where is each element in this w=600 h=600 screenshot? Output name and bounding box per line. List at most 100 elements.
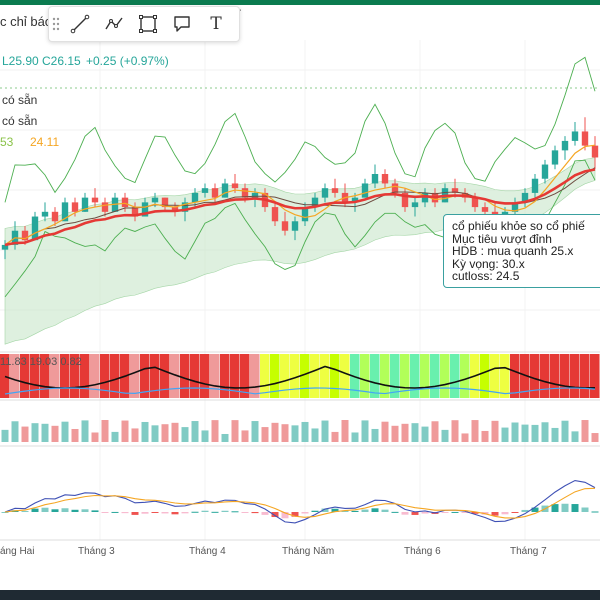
volume-bar bbox=[1, 429, 9, 442]
volume-bar bbox=[161, 424, 169, 442]
indicator-bar bbox=[20, 354, 30, 398]
indicator-bar bbox=[260, 354, 270, 398]
indicator-bar bbox=[500, 354, 510, 398]
macd-histogram-bar bbox=[591, 511, 599, 513]
candle bbox=[31, 211, 39, 241]
volume-bar bbox=[111, 431, 119, 442]
volume-bar bbox=[251, 421, 259, 442]
rectangle-tool-button[interactable] bbox=[131, 7, 165, 41]
xaxis-label-feb: áng Hai bbox=[0, 546, 35, 557]
candle-body bbox=[251, 192, 259, 198]
upper-band-line bbox=[4, 56, 596, 203]
note-line-3: HDB : mua quanh 25.x bbox=[452, 244, 574, 258]
candle bbox=[551, 145, 559, 170]
volume-bar bbox=[351, 432, 359, 442]
macd-histogram-bar bbox=[331, 508, 339, 512]
indicator-bar bbox=[390, 354, 400, 398]
indicator-bar bbox=[510, 354, 520, 398]
volume-bar bbox=[131, 428, 139, 442]
candle-body bbox=[521, 192, 529, 203]
candle bbox=[581, 117, 589, 151]
candle-body bbox=[281, 221, 289, 231]
legend-row-3-value-a: 53 bbox=[0, 135, 14, 149]
candle-body bbox=[101, 202, 109, 212]
candle-body bbox=[31, 216, 39, 241]
candle bbox=[521, 188, 529, 208]
legend-row-1[interactable]: có sẵn bbox=[2, 93, 38, 107]
macd-histogram-bar bbox=[571, 504, 579, 512]
indicator-panel bbox=[0, 354, 600, 398]
volume-bar bbox=[501, 427, 509, 442]
macd-histogram-bar bbox=[491, 512, 499, 516]
text-tool-icon: T bbox=[210, 14, 222, 34]
candle-body bbox=[301, 207, 309, 222]
candle-body bbox=[271, 207, 279, 222]
indicator-values-label: 11.83 19.03 0.82 bbox=[0, 356, 82, 368]
legend-row-3-value-b: 24.11 bbox=[30, 135, 60, 149]
indicator-bar bbox=[530, 354, 540, 398]
macd-histogram-bar bbox=[241, 512, 249, 513]
note-line-4: Kỳ vọng: 30.x bbox=[452, 256, 525, 271]
indicator-bar bbox=[150, 354, 160, 398]
volume-bar bbox=[411, 423, 419, 442]
macd-histogram-bar bbox=[41, 507, 49, 512]
volume-bar bbox=[491, 420, 499, 442]
volume-bar bbox=[81, 420, 89, 442]
macd-histogram-bar bbox=[511, 512, 519, 513]
macd-histogram-bar bbox=[421, 512, 429, 514]
macd-histogram-bar bbox=[261, 512, 269, 515]
indicator-bar bbox=[360, 354, 370, 398]
macd-histogram-bar bbox=[371, 508, 379, 512]
indicator-bar bbox=[430, 354, 440, 398]
indicator-bar bbox=[180, 354, 190, 398]
volume-bar bbox=[571, 431, 579, 442]
candle bbox=[531, 174, 539, 198]
indicator-bar bbox=[240, 354, 250, 398]
note-line-1: cổ phiếu khỏe so cổ phiế bbox=[452, 219, 585, 233]
candle-body bbox=[581, 131, 589, 146]
candle bbox=[561, 136, 569, 160]
indicator-bar bbox=[420, 354, 430, 398]
indicator-menu-label[interactable]: c chỉ báo bbox=[0, 14, 53, 29]
macd-histogram-bar bbox=[131, 512, 139, 515]
indicator-bar bbox=[590, 354, 600, 398]
indicator-bar bbox=[330, 354, 340, 398]
trend-line-tool-button[interactable] bbox=[63, 7, 97, 41]
indicator-bar bbox=[480, 354, 490, 398]
candle bbox=[271, 202, 279, 226]
polyline-tool-button[interactable] bbox=[97, 7, 131, 41]
xaxis-label-jul: Tháng 7 bbox=[510, 546, 547, 557]
macd-histogram-bar bbox=[581, 507, 589, 512]
candle bbox=[361, 178, 369, 198]
macd-histogram-bar bbox=[251, 512, 259, 514]
indicator-bar bbox=[570, 354, 580, 398]
candle-body bbox=[541, 164, 549, 179]
macd-histogram-bar bbox=[561, 503, 569, 512]
indicator-bar bbox=[130, 354, 140, 398]
indicator-bar bbox=[30, 354, 40, 398]
candle-body bbox=[211, 188, 219, 198]
volume-bar bbox=[61, 421, 69, 442]
macd-histogram-bar bbox=[161, 512, 169, 514]
candle-body bbox=[91, 197, 99, 203]
candle-body bbox=[451, 188, 459, 193]
volume-bar bbox=[151, 425, 159, 442]
chart-text-note[interactable]: cổ phiếu khỏe so cổ phiế Mục tiêu vượt đ… bbox=[443, 214, 600, 288]
indicator-bar bbox=[450, 354, 460, 398]
candle-body bbox=[1, 244, 9, 250]
drag-handle-icon[interactable] bbox=[49, 7, 63, 41]
candle-body bbox=[41, 211, 49, 217]
indicator-bar bbox=[310, 354, 320, 398]
indicator-line bbox=[4, 365, 596, 389]
text-tool-button[interactable]: T bbox=[199, 7, 233, 41]
indicator-bar bbox=[580, 354, 590, 398]
macd-histogram-bar bbox=[441, 512, 449, 513]
legend-row-2[interactable]: có sẵn bbox=[2, 114, 38, 128]
candle-body bbox=[121, 197, 129, 208]
candle bbox=[91, 188, 99, 208]
callout-tool-button[interactable] bbox=[165, 7, 199, 41]
indicator-bar bbox=[220, 354, 230, 398]
drawing-toolbar: T bbox=[48, 6, 240, 42]
macd-histogram-bar bbox=[321, 508, 329, 512]
